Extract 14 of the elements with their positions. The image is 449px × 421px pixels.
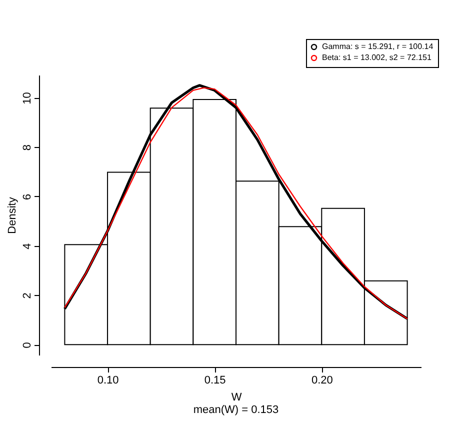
y-tick-label: 10	[22, 92, 34, 104]
text: mean(W) = 0.153	[193, 404, 279, 416]
y-tick-label: 6	[22, 194, 34, 200]
y-tick-label: 2	[22, 292, 34, 299]
x-tick-label: 0.15	[204, 374, 226, 386]
y-axis-title: Density	[6, 196, 18, 234]
y-tick-label: 4	[22, 243, 34, 250]
x-tick-label: 0.20	[311, 374, 333, 386]
x-tick-label: 0.10	[97, 374, 119, 386]
y-tick-label: 0	[22, 342, 34, 348]
x-axis-title: W	[231, 392, 242, 404]
legend-label: Beta: s1 = 13.002, s2 = 72.151	[322, 53, 432, 62]
y-tick-label: 8	[22, 144, 34, 151]
legend-label: Gamma: s = 15.291, r = 100.14	[322, 42, 434, 51]
